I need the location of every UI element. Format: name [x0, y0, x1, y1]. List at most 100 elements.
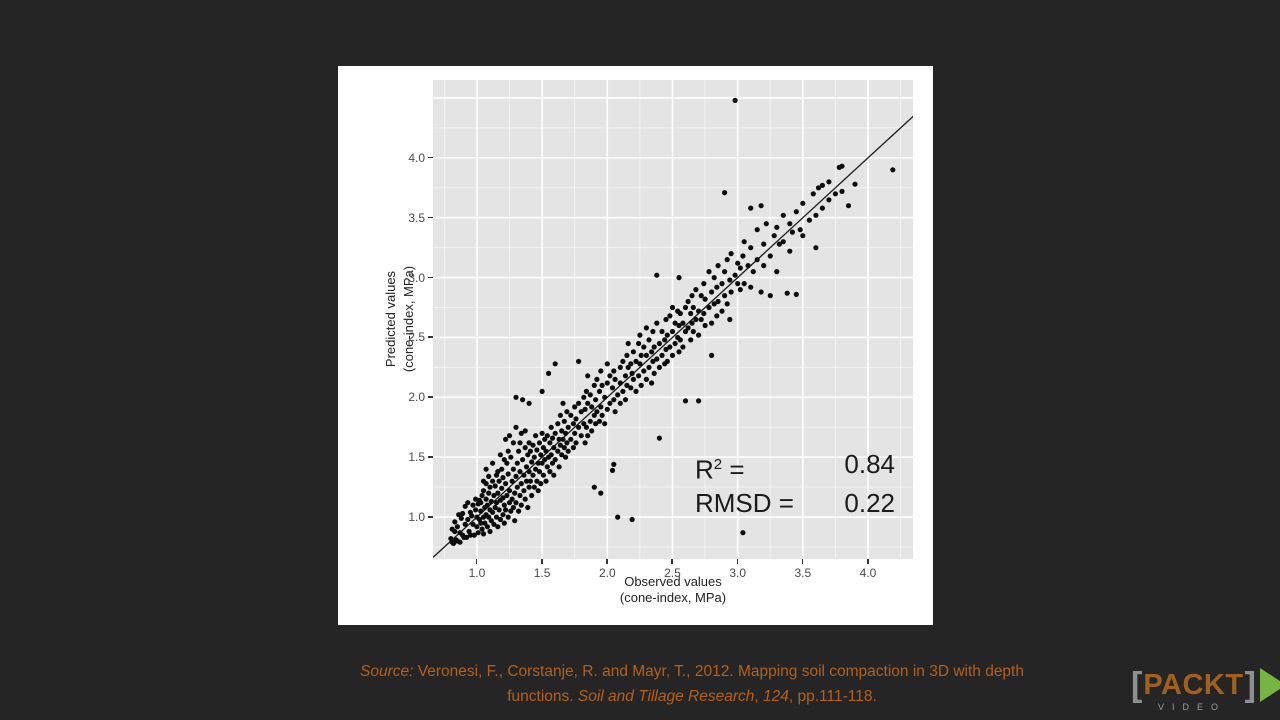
data-point [628, 385, 634, 391]
data-point [604, 406, 610, 412]
data-point [701, 281, 707, 287]
data-point [604, 380, 610, 386]
x-tick-label: 1.0 [468, 566, 486, 580]
data-point [513, 500, 519, 506]
data-point [659, 328, 665, 335]
data-point [646, 364, 652, 370]
data-point [763, 221, 769, 227]
data-point [611, 461, 617, 467]
y-tick-mark [428, 336, 433, 338]
data-point [460, 510, 466, 517]
source-citation: Source: Veronesi, F., Corstanje, R. and … [152, 659, 1232, 709]
data-point [559, 452, 565, 458]
data-point [544, 464, 550, 470]
data-point [458, 515, 464, 521]
data-point [800, 233, 806, 239]
data-point [602, 421, 608, 427]
data-point [543, 478, 549, 484]
data-point [728, 251, 734, 257]
data-point [478, 500, 484, 506]
data-point [643, 325, 649, 331]
data-point [735, 281, 741, 287]
data-point [533, 433, 539, 439]
data-point [491, 521, 497, 527]
data-point [480, 478, 487, 484]
data-point [615, 514, 621, 520]
data-point [482, 520, 488, 526]
data-point [787, 248, 793, 254]
data-point [714, 284, 720, 290]
y-tick-label: 4.0 [408, 150, 425, 165]
data-point [609, 467, 616, 473]
data-point [612, 409, 618, 415]
data-point [510, 440, 516, 446]
data-point [677, 310, 683, 317]
data-point [669, 304, 676, 311]
packt-logo-row: [ PACKT ] [1131, 666, 1280, 704]
data-point [504, 492, 510, 499]
data-point [560, 436, 566, 442]
data-point [526, 400, 532, 406]
data-point [629, 516, 635, 523]
data-point [560, 400, 566, 406]
data-point [732, 97, 738, 103]
data-point [496, 507, 502, 513]
data-point [591, 382, 597, 388]
data-point [693, 316, 699, 323]
data-point [622, 373, 629, 379]
data-point [696, 308, 702, 314]
data-point [487, 528, 493, 535]
data-point [551, 445, 557, 451]
data-point [722, 190, 728, 196]
data-point [654, 320, 660, 326]
data-point [491, 492, 497, 499]
data-point [529, 459, 535, 465]
data-point [484, 524, 490, 530]
data-point [506, 500, 513, 506]
data-point [547, 469, 553, 475]
data-point [450, 540, 457, 546]
data-point [501, 520, 507, 526]
data-point [493, 500, 500, 506]
data-point [815, 185, 822, 191]
data-point [732, 272, 738, 278]
data-point [501, 502, 507, 508]
data-point [518, 430, 524, 436]
data-point [685, 325, 691, 331]
data-point [490, 460, 496, 466]
data-point [628, 361, 634, 367]
data-point [641, 368, 647, 374]
data-point [698, 293, 704, 299]
data-point [711, 301, 717, 307]
data-point [506, 433, 513, 439]
data-point [585, 400, 591, 406]
data-point [505, 471, 511, 477]
data-point [470, 521, 476, 527]
rmsd-label: RMSD = [695, 487, 794, 518]
x-tick-label: 2.0 [598, 566, 616, 580]
data-point [832, 191, 838, 197]
data-point [598, 368, 604, 374]
data-point [573, 440, 579, 446]
data-point [701, 310, 707, 317]
data-point [536, 469, 543, 475]
data-point [741, 239, 747, 245]
data-point [593, 421, 599, 427]
data-point [531, 484, 537, 490]
data-point [667, 313, 673, 319]
data-point [629, 370, 635, 376]
data-point [594, 409, 600, 415]
data-point [740, 530, 746, 536]
data-point [499, 485, 505, 491]
data-point [522, 445, 528, 451]
data-point [654, 356, 660, 362]
data-point [501, 457, 507, 463]
data-point [797, 227, 803, 233]
data-point [473, 496, 479, 502]
data-point [517, 440, 523, 446]
data-point [636, 373, 642, 379]
data-point [564, 409, 570, 415]
data-point [518, 502, 524, 508]
data-point [462, 503, 468, 509]
data-point [728, 289, 734, 295]
